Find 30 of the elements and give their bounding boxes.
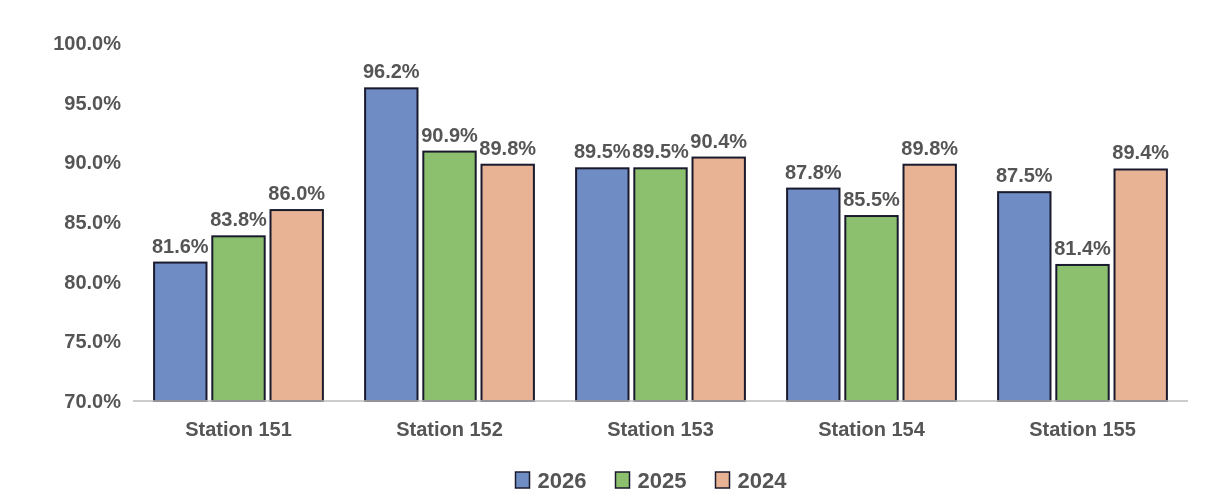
data-label: 87.5% [995,164,1053,187]
data-label: 87.8% [784,160,842,183]
x-tick-label: Station 152 [396,418,503,440]
data-label: 89.4% [1112,141,1170,164]
data-label: 83.8% [210,208,268,231]
y-tick-label: 85.0% [64,211,122,233]
legend-label: 2024 [737,467,788,493]
legend-label: 2026 [537,467,587,493]
legend-label: 2025 [637,467,687,493]
y-tick-label: 80.0% [64,270,122,293]
data-label: 86.0% [268,182,326,205]
x-tick-label: Station 151 [185,418,292,440]
y-tick-label: 90.0% [64,151,122,174]
data-label: 89.8% [901,136,959,159]
y-tick-label: 70.0% [64,390,122,412]
data-label: 81.4% [1054,236,1112,259]
x-tick-label: Station 155 [1029,418,1136,440]
data-label: 85.5% [843,188,901,211]
data-label: 90.9% [421,123,479,146]
y-tick-label: 75.0% [64,330,122,353]
x-tick-label: Station 153 [607,418,714,440]
y-tick-label: 100.0% [53,32,122,54]
y-tick-label: 95.0% [64,91,122,114]
data-label: 90.4% [690,129,748,152]
data-label: 96.2% [362,60,420,83]
data-label: 81.6% [151,234,209,257]
data-label: 89.5% [573,140,631,163]
x-tick-label: Station 154 [818,418,926,440]
data-label: 89.5% [632,140,690,163]
data-label: 89.8% [479,136,537,159]
